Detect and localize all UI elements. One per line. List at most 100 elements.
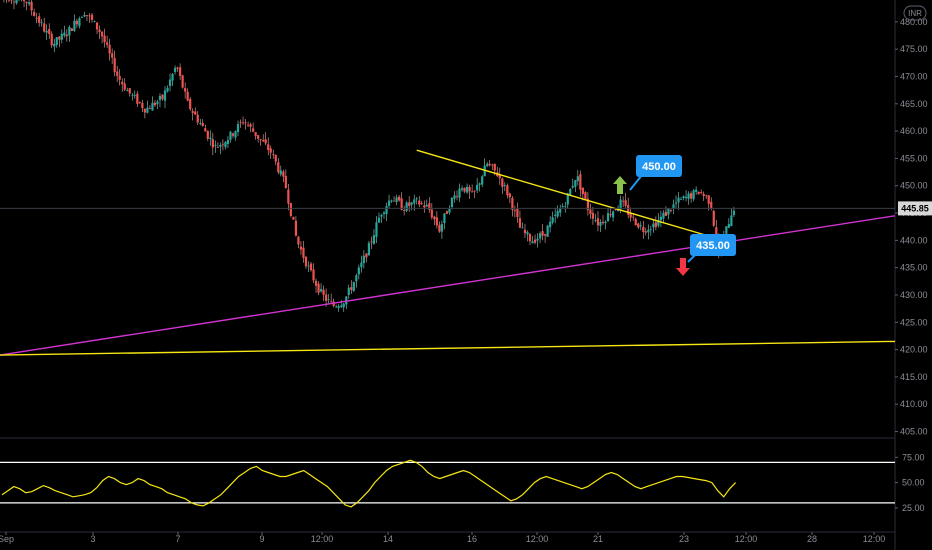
candle-body [126,90,128,91]
candle-body [438,225,440,232]
candle-body [328,299,330,300]
candle-body [63,33,65,36]
candle-body [265,139,267,143]
candle-body [730,215,732,226]
rsi-tick-label: 75.00 [902,452,925,462]
candle-body [358,267,360,274]
candle-body [620,200,622,210]
candle-body [317,284,319,293]
candle-body [78,18,80,26]
candle-body [526,232,528,234]
candle-body [33,12,35,16]
candle-body [71,28,73,31]
candle-body [393,201,395,202]
time-tick-label: 12:00 [526,534,549,544]
candle-body [91,15,93,20]
candle-body [557,211,559,217]
candle-body [144,109,146,113]
candle-body [46,31,48,33]
currency-label: INR [908,9,922,18]
candle-body [491,165,493,166]
candle-body [285,176,287,188]
candle-body [650,229,652,230]
candle-body [534,240,536,243]
candle-body [421,203,423,204]
candle-body [380,215,382,217]
candle-body [171,74,173,81]
candle-body [398,197,400,201]
candle-body [295,221,297,236]
candle-body [320,289,322,291]
candle-body [383,212,385,214]
candle-body [300,247,302,250]
candle-body [665,212,667,216]
candle-body [307,266,309,267]
candle-body [166,88,168,92]
time-tick-label: 9 [259,534,264,544]
candle-body [214,145,216,146]
candle-body [272,154,274,155]
candle-body [202,123,204,126]
candle-body [373,235,375,244]
candle-body [302,248,304,258]
candle-body [68,27,70,36]
candle-body [509,194,511,198]
candle-body [116,72,118,76]
candle-body [539,233,541,238]
candle-body [156,102,158,104]
candle-body [109,45,111,54]
candle-body [106,42,108,44]
candle-body [705,196,707,197]
callout-label: 450.00 [642,161,676,173]
candle-body [207,131,209,139]
candle-body [353,282,355,291]
rsi-tick-label: 50.00 [902,478,925,488]
price-tick-label: 465.00 [900,99,928,109]
candle-body [350,287,352,290]
candle-body [695,190,697,192]
rsi-tick-label: 25.00 [902,503,925,513]
candle-body [574,180,576,187]
callout-label: 435.00 [696,240,730,252]
candle-body [159,96,161,100]
candle-body [708,195,710,203]
candle-body [562,206,564,207]
candle-body [584,192,586,199]
candle-body [680,199,682,200]
candle-body [310,264,312,271]
candle-body [13,2,15,3]
candle-body [98,30,100,32]
candle-body [88,16,90,17]
candle-body [489,164,491,165]
candle-body [119,76,121,80]
candle-body [93,21,95,22]
candle-body [406,202,408,210]
candle-body [463,188,465,192]
candle-body [83,15,85,17]
time-tick-label: 23 [679,534,689,544]
candle-body [224,142,226,147]
candle-body [305,257,307,266]
candle-body [217,147,219,148]
candle-body [685,197,687,198]
candle-body [232,134,234,136]
time-tick-label: 12:00 [735,534,758,544]
candle-body [456,196,458,197]
candle-body [227,140,229,144]
candle-body [368,243,370,255]
candle-body [146,108,148,113]
price-tick-label: 415.00 [900,372,928,382]
candle-body [187,92,189,101]
candle-body [725,226,727,233]
candle-body [413,199,415,203]
candle-body [239,122,241,123]
candle-body [290,203,292,216]
candle-body [544,234,546,236]
candle-body [403,210,405,211]
candle-body [481,176,483,184]
candle-body [416,198,418,199]
time-tick-label: 12:00 [311,534,334,544]
candle-body [355,275,357,281]
candle-body [244,123,246,124]
candle-body [433,217,435,220]
